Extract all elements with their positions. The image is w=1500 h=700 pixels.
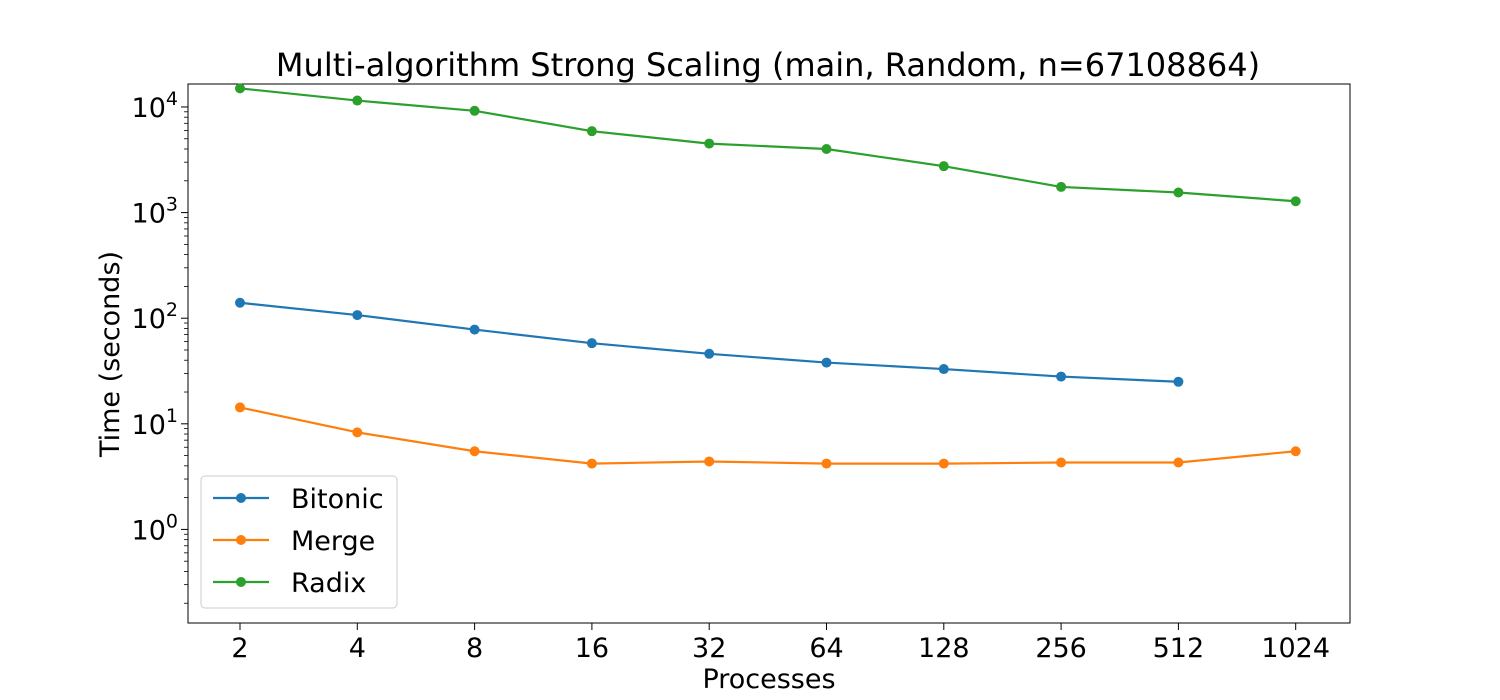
- x-tick-label: 128: [918, 633, 970, 664]
- legend-marker-radix: [236, 577, 246, 587]
- data-point-bitonic: [235, 297, 245, 308]
- x-tick-label: 512: [1153, 633, 1205, 664]
- legend: Bitonic Merge Radix: [200, 475, 398, 609]
- data-point-radix: [1056, 181, 1067, 192]
- legend-label-merge: Merge: [291, 526, 375, 557]
- legend-box: [200, 475, 398, 609]
- data-point-merge: [1173, 457, 1184, 468]
- series-line-radix: [239, 87, 1296, 203]
- data-point-bitonic: [352, 310, 363, 321]
- data-point-bitonic: [821, 357, 832, 368]
- legend-label-radix: Radix: [291, 568, 366, 599]
- y-tick-label: 102: [132, 299, 178, 335]
- y-tick-label: 100: [132, 510, 178, 546]
- data-point-merge: [586, 458, 597, 469]
- data-point-merge: [938, 458, 949, 469]
- x-tick-label: 2: [231, 633, 248, 664]
- data-point-bitonic: [586, 338, 597, 349]
- x-tick-label: 16: [575, 633, 609, 664]
- series-line-merge: [239, 406, 1296, 465]
- data-point-radix: [235, 83, 245, 94]
- data-point-radix: [938, 161, 949, 172]
- x-tick-label: 64: [809, 633, 843, 664]
- legend-label-bitonic: Bitonic: [291, 484, 384, 515]
- x-axis-ticks: 2 4 8 16 32 64 128 256 512 1024: [231, 623, 1330, 664]
- x-axis-label: Processes: [702, 664, 835, 695]
- data-point-merge: [704, 456, 715, 467]
- data-point-merge: [1056, 457, 1067, 468]
- legend-marker-bitonic: [236, 493, 246, 503]
- data-point-bitonic: [938, 364, 949, 375]
- y-tick-label: 103: [132, 194, 178, 230]
- data-point-merge: [821, 458, 832, 469]
- data-point-radix: [586, 126, 597, 137]
- plot-area: [187, 83, 1351, 624]
- x-tick-label: 32: [692, 633, 726, 664]
- data-point-radix: [469, 105, 480, 116]
- data-point-merge: [1290, 446, 1301, 457]
- data-point-radix: [704, 138, 715, 149]
- y-tick-label: 104: [132, 88, 178, 124]
- data-point-radix: [352, 95, 363, 106]
- data-point-merge: [352, 427, 363, 438]
- legend-marker-merge: [236, 535, 246, 545]
- data-point-bitonic: [1056, 371, 1067, 382]
- y-axis-label: Time (seconds): [95, 251, 126, 458]
- x-tick-label: 1024: [1261, 633, 1330, 664]
- series-line-bitonic: [239, 301, 1179, 383]
- y-tick-label: 101: [132, 405, 178, 441]
- data-point-radix: [1290, 196, 1301, 207]
- data-point-radix: [821, 143, 832, 154]
- series-layer: [235, 83, 1301, 469]
- data-point-bitonic: [704, 348, 715, 359]
- data-point-merge: [235, 402, 245, 413]
- y-axis-ticks: 100 101 102 103 104: [132, 88, 188, 604]
- data-point-bitonic: [1173, 376, 1184, 387]
- x-tick-label: 256: [1035, 633, 1087, 664]
- data-point-radix: [1173, 187, 1184, 198]
- data-point-bitonic: [469, 324, 480, 335]
- x-tick-label: 4: [349, 633, 366, 664]
- x-tick-label: 8: [466, 633, 483, 664]
- chart-title: Multi-algorithm Strong Scaling (main, Ra…: [276, 46, 1260, 84]
- data-point-merge: [469, 446, 480, 457]
